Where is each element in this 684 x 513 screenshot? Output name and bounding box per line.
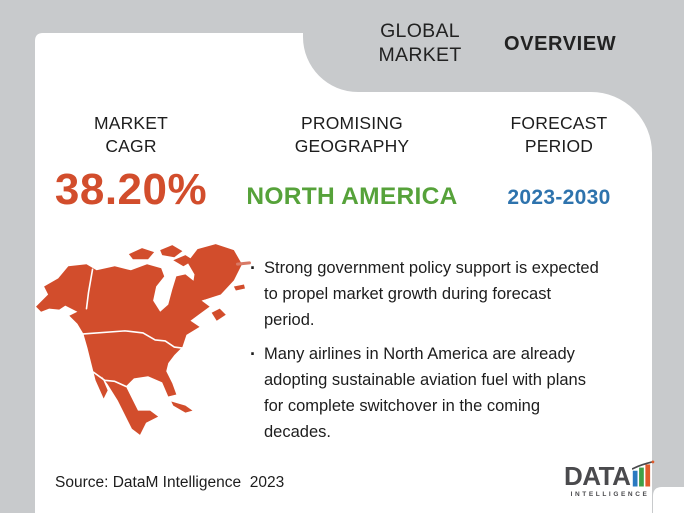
bullet-airlines-saf: Many airlines in North America are alrea… xyxy=(250,341,642,445)
stat-value-period: 2023-2030 xyxy=(507,186,611,209)
stat-label-market-cagr: MARKET CAGR xyxy=(93,113,169,156)
datam-intelligence-logo: DATA INTELLIGENCE xyxy=(564,457,656,498)
bar-chart-arrow-icon xyxy=(632,460,655,487)
logo-subtext: INTELLIGENCE xyxy=(570,491,650,498)
header-title: GLOBAL MARKET xyxy=(378,20,462,66)
stat-label-forecast-period: FORECAST PERIOD xyxy=(510,113,608,156)
north-america-map xyxy=(36,244,245,435)
stat-value-geography: NORTH AMERICA xyxy=(246,183,458,210)
bullet-policy-support: Strong government policy support is expe… xyxy=(250,255,642,333)
logo-wordmark: DATA xyxy=(564,461,631,491)
source-attribution: Source: DataM Intelligence 2023 xyxy=(55,474,285,491)
key-points-list: Strong government policy support is expe… xyxy=(250,255,642,453)
stat-value-cagr: 38.20% xyxy=(54,165,208,214)
header-emphasis: OVERVIEW xyxy=(504,33,617,55)
stat-label-promising-geography: PROMISING GEOGRAPHY xyxy=(294,113,410,156)
